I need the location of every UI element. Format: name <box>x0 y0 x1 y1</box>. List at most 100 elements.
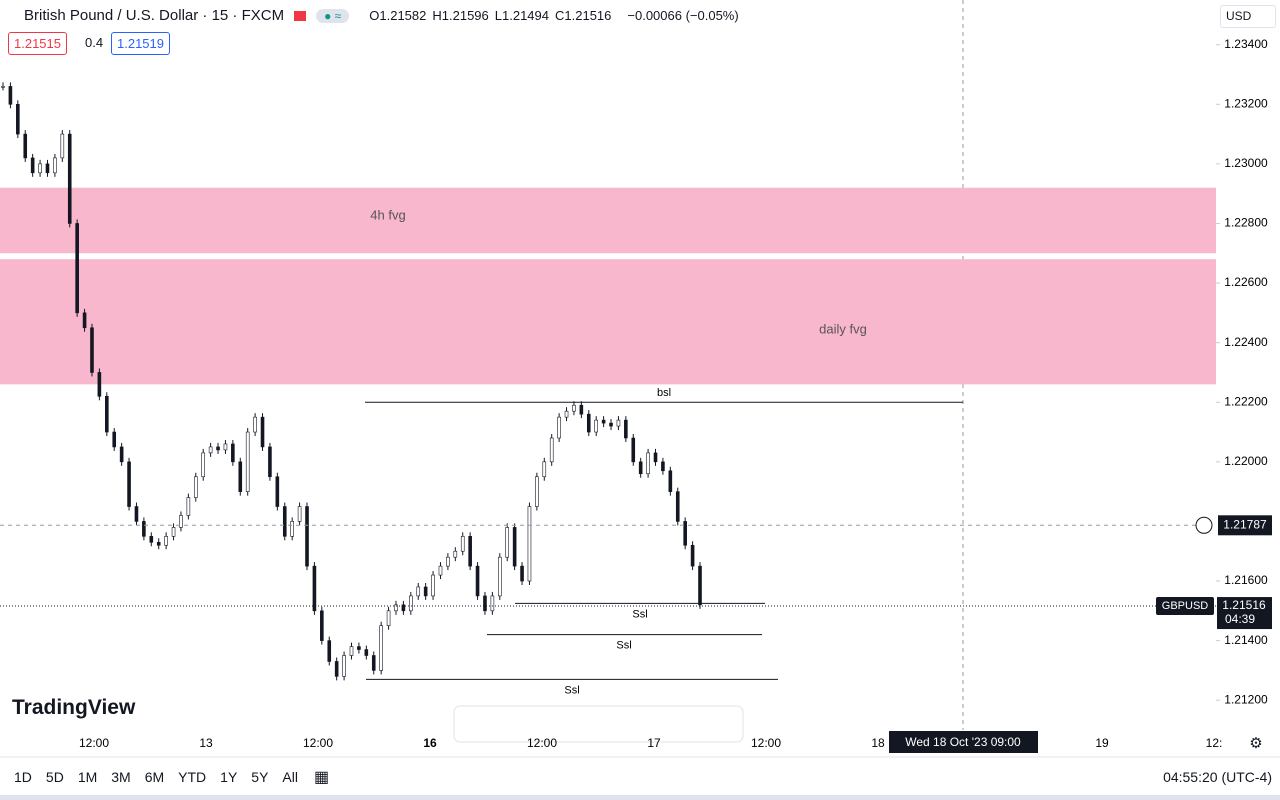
candle-body <box>527 506 532 582</box>
ohlc: O1.21582 H1.21596 L1.21494 C1.21516 <box>369 8 617 23</box>
add-button[interactable] <box>1195 516 1213 534</box>
currency[interactable]: USD <box>1220 5 1276 28</box>
period-button[interactable]: 1D <box>14 769 32 785</box>
candle-body <box>446 556 450 567</box>
candle-body <box>601 419 606 424</box>
candle-body <box>45 163 50 174</box>
date-range-icon[interactable]: ▦ <box>314 769 330 786</box>
ohlc-label: O <box>369 8 380 23</box>
candle-body <box>90 327 94 373</box>
candle-body <box>312 565 317 612</box>
candle-body <box>186 497 191 516</box>
candle-body <box>535 476 539 507</box>
period-button[interactable]: YTD <box>178 769 207 785</box>
drawing-toolbar <box>453 705 744 743</box>
ohlc-label: H <box>432 8 442 23</box>
period-button[interactable]: 6M <box>144 769 165 785</box>
candle-body <box>290 521 294 537</box>
price-tick-label: 1.23000 <box>1224 156 1268 170</box>
logo: TradingView <box>12 696 136 719</box>
candle-body <box>557 416 561 439</box>
level-label: bsl <box>657 387 671 399</box>
status[interactable]: ● ≈ <box>316 8 350 23</box>
candle-body <box>305 506 309 567</box>
candle-body <box>223 443 228 451</box>
candle-body <box>179 515 183 528</box>
candle-body <box>483 595 487 612</box>
candle-body <box>282 506 287 537</box>
header: British Pound / U.S. Dollar · 15 · FXCM … <box>8 7 739 24</box>
plot: 4h fvg daily fvg 1.23400 1.23200 1.23000 1.22… <box>0 37 1268 706</box>
period-button[interactable]: 1Y <box>220 769 238 785</box>
candle-body <box>216 446 220 451</box>
candle-body <box>23 133 28 159</box>
candle-body <box>238 461 243 492</box>
candle-body <box>431 574 435 597</box>
settings-icon[interactable]: ⚙ <box>1249 735 1262 752</box>
price-tick-label: 1.22600 <box>1224 275 1268 289</box>
period-button[interactable]: 3M <box>111 769 131 785</box>
candle-body <box>394 604 398 612</box>
crosshair-time-bg <box>889 731 1038 753</box>
candle-body <box>208 446 213 454</box>
candle-body <box>646 452 650 475</box>
time-tick-label: 12:00 <box>303 736 333 750</box>
candle-body <box>38 163 42 174</box>
footer <box>0 795 1280 800</box>
time-tick-label: 13 <box>199 736 213 750</box>
ohlc-value: 1.21582 <box>379 8 427 23</box>
time-tick-label: 12:00 <box>79 736 109 750</box>
candle-body <box>386 610 391 627</box>
time-tick-label: 16 <box>423 736 437 750</box>
candle-body <box>357 646 361 650</box>
price-tick-label: 1.23400 <box>1224 37 1268 51</box>
change: −0.00066 (−0.05%) <box>627 8 739 23</box>
level-label: Ssl <box>632 608 647 620</box>
candle-body <box>112 431 117 448</box>
time-tick-label: 12:00 <box>751 736 781 750</box>
period-button[interactable]: 5D <box>45 769 64 785</box>
candle-body <box>453 550 458 558</box>
candle-body <box>231 443 235 463</box>
price-tick-label: 1.21400 <box>1224 633 1268 647</box>
candle-body <box>134 506 139 522</box>
flag[interactable] <box>294 10 307 21</box>
symbol-title[interactable]: British Pound / U.S. Dollar · 15 · FXCM <box>24 7 285 24</box>
crosshair-time: Wed 18 Oct '23 09:00 <box>905 735 1021 749</box>
candle-body <box>171 527 176 537</box>
time-tick-label: 19 <box>1095 736 1109 750</box>
candle-body <box>105 395 109 433</box>
countdown: 04:39 <box>1225 612 1255 626</box>
candle-body <box>586 413 591 433</box>
candle-body <box>675 491 680 522</box>
candle-body <box>127 461 131 507</box>
price-tick-label: 1.22000 <box>1224 454 1268 468</box>
bid[interactable]: 1.21515 <box>8 32 67 55</box>
crosshair-price: 1.21787 <box>1223 517 1267 531</box>
candle-body <box>245 431 250 492</box>
candle-body <box>594 419 598 433</box>
candle-body <box>349 646 354 656</box>
periods: 1D 5D 1M 3M 6M YTD 1Y 5Y All <box>8 767 304 787</box>
candle-body <box>320 610 324 641</box>
candle-body <box>409 595 413 612</box>
ask[interactable]: 1.21519 <box>111 32 170 55</box>
price-tick-label: 1.22400 <box>1224 335 1268 349</box>
candle-body <box>512 527 517 567</box>
candle-body <box>505 527 510 558</box>
candle-body <box>334 661 339 677</box>
candle-body <box>520 565 524 582</box>
candle-body <box>638 461 643 475</box>
candle-body <box>364 649 369 656</box>
candle-body <box>579 404 584 415</box>
candle-body <box>119 446 124 463</box>
period-button[interactable]: 1M <box>77 769 98 785</box>
candle-body <box>268 446 272 478</box>
ohlc-value: 1.21516 <box>564 8 612 23</box>
period-button[interactable]: All <box>282 769 298 785</box>
candle-body <box>149 536 154 543</box>
candle-body <box>142 521 146 537</box>
candle-body <box>60 133 65 159</box>
period-button[interactable]: 5Y <box>251 769 269 785</box>
